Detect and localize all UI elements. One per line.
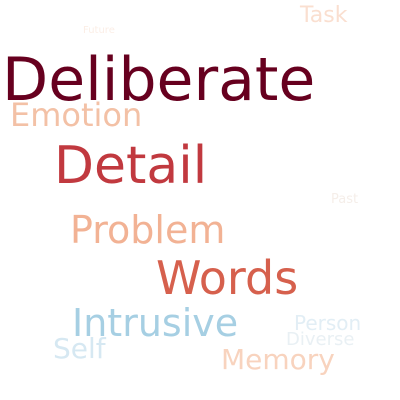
word-detail: Detail bbox=[54, 136, 208, 196]
word-emotion: Emotion bbox=[10, 96, 143, 134]
word-person: Person bbox=[294, 311, 362, 335]
word-intrusive: Intrusive bbox=[72, 301, 239, 345]
word-diverse: Diverse bbox=[286, 329, 355, 350]
word-task: Task bbox=[300, 3, 348, 28]
word-self: Self bbox=[53, 332, 106, 365]
word-problem: Problem bbox=[70, 208, 226, 252]
word-memory: Memory bbox=[221, 343, 335, 376]
word-future: Future bbox=[83, 25, 115, 36]
word-words: Words bbox=[156, 251, 299, 305]
word-deliberate: Deliberate bbox=[2, 45, 316, 115]
word-past: Past bbox=[331, 192, 359, 207]
